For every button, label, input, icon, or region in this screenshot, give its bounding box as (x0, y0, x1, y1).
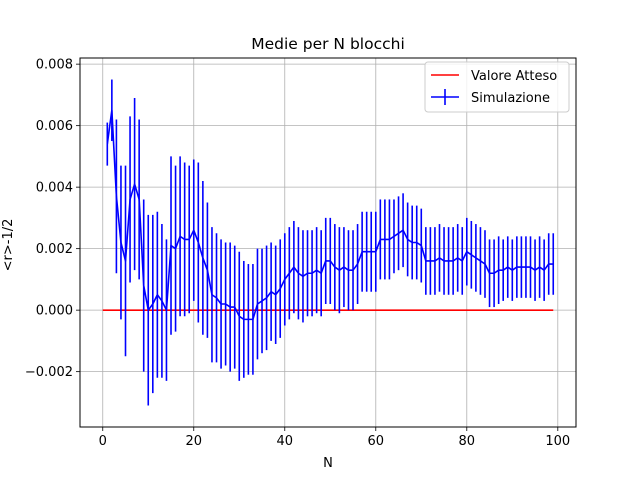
y-axis-label: <r>-1/2 (1, 219, 16, 272)
x-tick-label: 100 (545, 434, 570, 449)
simulation-line (106, 109, 554, 321)
legend-label-simulation: Simulazione (471, 91, 550, 106)
simulation-series (106, 109, 554, 321)
x-tick-label: 40 (276, 434, 293, 449)
y-tick-label: 0.006 (36, 119, 73, 134)
x-axis-label: N (323, 456, 333, 471)
x-tick-label: 60 (368, 434, 385, 449)
y-tick-label: 0.000 (36, 304, 73, 319)
y-tick-label: 0.004 (36, 181, 73, 196)
chart-title: Medie per N blocchi (251, 35, 405, 53)
x-tick-label: 20 (185, 434, 202, 449)
x-tick-label: 80 (459, 434, 476, 449)
legend-label-expected: Valore Atteso (471, 69, 557, 84)
axis-ticks: 0 20 40 60 80 100 −0.002 0.000 0.002 0.004 0.006 0.… (25, 58, 570, 449)
legend-box (424, 61, 570, 113)
y-tick-label: 0.008 (36, 58, 73, 73)
plot-frame (79, 57, 577, 428)
x-tick-label: 0 (99, 434, 107, 449)
y-tick-label: −0.002 (25, 365, 73, 380)
legend: Valore Atteso Simulazione (424, 61, 570, 113)
y-tick-label: 0.002 (36, 242, 73, 257)
